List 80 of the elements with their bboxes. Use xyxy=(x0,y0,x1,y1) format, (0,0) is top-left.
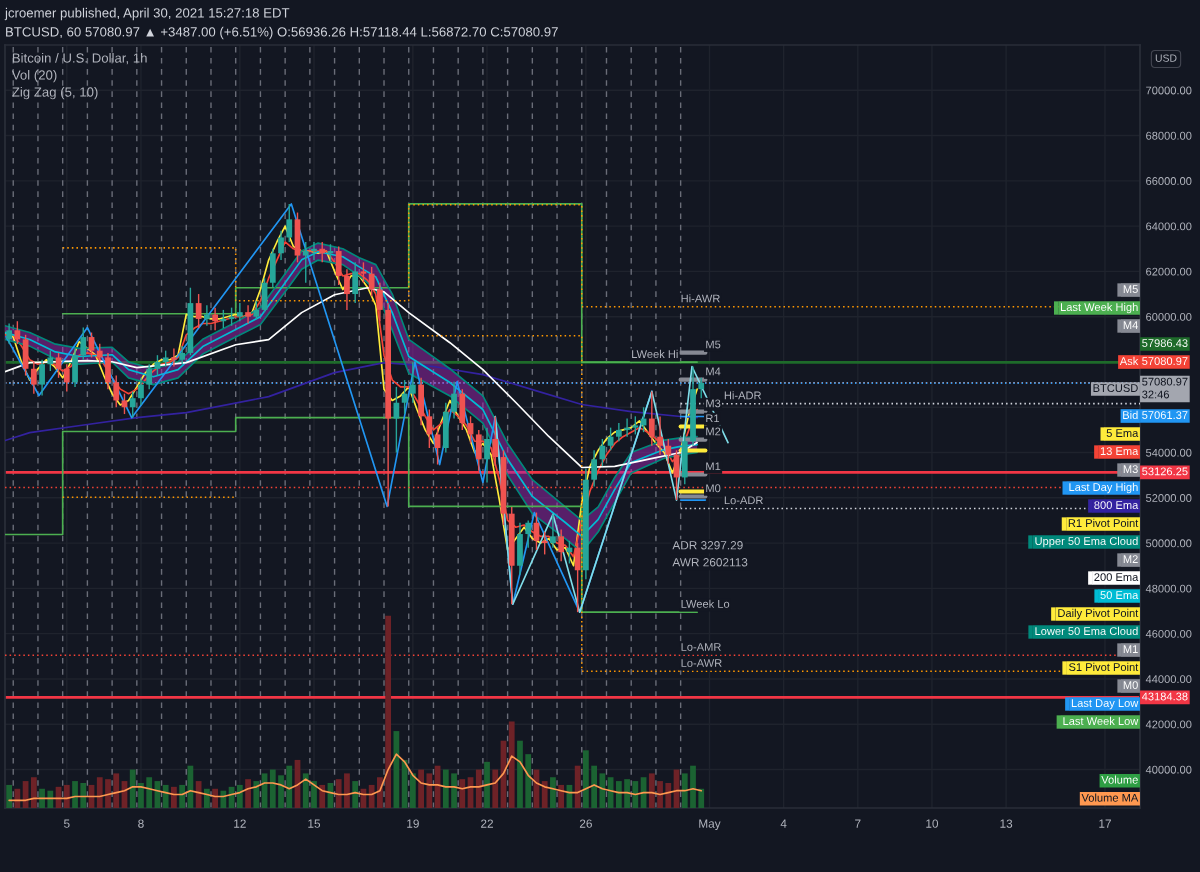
legend-label: Daily Pivot Point xyxy=(1058,608,1139,620)
text: BTCUSD, 60 57080.97 ▲ +3487.00 (+6.51%) O:56936.26 H:57118.44 L:56872.70 C:57080.97 xyxy=(6,26,558,40)
y-tick-label: 52000.00 xyxy=(1146,494,1192,502)
annotation: M1 xyxy=(706,462,721,471)
annotation: Lo-ADR xyxy=(724,496,763,505)
annotation: Vol (20) xyxy=(11,70,57,83)
y-tick-label: 42000.00 xyxy=(1145,720,1192,729)
y-tick-label: 62000.00 xyxy=(1146,267,1192,276)
legend-label: Last Week High xyxy=(1060,302,1138,314)
ref-line-label: 57080.97 32:46 xyxy=(1142,377,1188,399)
x-tick-label: 26 xyxy=(579,819,592,828)
text: jcroemer published, April 30, 2021 15:27:18 EDT xyxy=(4,7,290,21)
x-tick-label: 8 xyxy=(138,819,144,828)
legend-label: 57080.97 xyxy=(1142,357,1188,365)
x-tick-label: 17 xyxy=(1099,819,1111,828)
legend-label: 50 Ema xyxy=(1100,591,1139,599)
x-tick-label: 10 xyxy=(926,819,939,828)
legend-label: M1 xyxy=(1123,645,1138,653)
y-tick-label: 46000.00 xyxy=(1145,629,1192,638)
legend-label: R1 Pivot Point xyxy=(1068,518,1139,527)
legend-label: Last Day High xyxy=(1069,482,1138,494)
annotation: AWR 2602113 xyxy=(672,558,748,567)
legend-label: 5 Ema xyxy=(1106,429,1139,437)
annotation: Hi-AWR xyxy=(681,294,720,303)
y-tick-label: 64000.00 xyxy=(1146,222,1192,231)
annotation: Hi-ADR xyxy=(724,391,762,400)
legend-label: 13 Ema xyxy=(1100,447,1139,455)
annotation: M0 xyxy=(706,484,721,493)
text: Bitcoin / U.S. Dollar, 1h xyxy=(12,53,147,65)
annotation: LWeek Hi xyxy=(632,349,678,358)
annotation: M4 xyxy=(706,367,721,376)
y-tick-label: 60000.00 xyxy=(1146,312,1192,321)
y-tick-label: 70000.00 xyxy=(1146,86,1192,95)
legend-label: 57061.37 xyxy=(1142,411,1188,419)
x-tick-label: May xyxy=(699,819,721,831)
annotation: M3 xyxy=(706,399,721,408)
annotation: R1 xyxy=(706,414,720,423)
y-tick-label: 50000.00 xyxy=(1146,539,1192,548)
x-tick-label: 7 xyxy=(855,819,861,828)
annotation: M2 xyxy=(706,427,721,436)
legend-label: Last Day Low xyxy=(1071,699,1139,710)
ref-line-label: 53126.25 xyxy=(1142,467,1188,476)
x-tick-label: 5 xyxy=(63,819,70,828)
x-tick-label: 19 xyxy=(407,819,419,828)
annotation: Ask xyxy=(1119,356,1139,365)
y-tick-label: 48000.00 xyxy=(1145,584,1192,593)
legend-label: 800 Ema xyxy=(1094,501,1139,509)
annotation: Lo-AWR xyxy=(681,659,722,667)
y-tick-label: 68000.00 xyxy=(1146,131,1192,140)
x-tick-label: 22 xyxy=(481,819,493,828)
legend-label: S1 Pivot Point xyxy=(1069,662,1139,671)
y-tick-label: 66000.00 xyxy=(1146,177,1192,185)
y-tick-label: 54000.00 xyxy=(1146,448,1192,457)
legend-label: M4 xyxy=(1123,321,1138,329)
legend-label: Lower 50 Ema Cloud xyxy=(1035,626,1138,635)
legend-label: M3 xyxy=(1123,465,1138,473)
annotation: Lo-AMR xyxy=(681,643,721,651)
legend-label: M0 xyxy=(1123,681,1138,689)
annotation: BTCUSD xyxy=(1093,384,1138,392)
x-tick-label: 13 xyxy=(1000,819,1013,828)
annotation: LWeek Lo xyxy=(681,599,730,608)
text: Volume xyxy=(1101,775,1138,784)
legend-label: M5 xyxy=(1123,285,1138,293)
legend-label: Last Week Low xyxy=(1063,716,1139,725)
ref-line-label: 57986.43 xyxy=(1142,339,1188,347)
legend-label: M2 xyxy=(1123,555,1138,563)
legend-label: 200 Ema xyxy=(1094,573,1139,581)
y-tick-label: 44000.00 xyxy=(1145,675,1192,684)
annotation: Zig Zag (5, 10) xyxy=(12,87,98,100)
x-tick-label: 12 xyxy=(234,819,246,828)
y-tick-label: 40000.00 xyxy=(1145,765,1192,774)
annotation: M5 xyxy=(706,340,721,349)
ref-line-label: 43184.38 xyxy=(1141,692,1188,701)
annotation: ADR 3297.29 xyxy=(672,541,743,550)
x-tick-label: 15 xyxy=(308,819,321,828)
x-tick-label: 4 xyxy=(780,819,787,828)
y-axis-title: USD xyxy=(1155,54,1177,62)
legend-label: Upper 50 Ema Cloud xyxy=(1035,536,1138,548)
annotation: Bid xyxy=(1123,410,1138,419)
text: Volume MA xyxy=(1081,793,1139,802)
